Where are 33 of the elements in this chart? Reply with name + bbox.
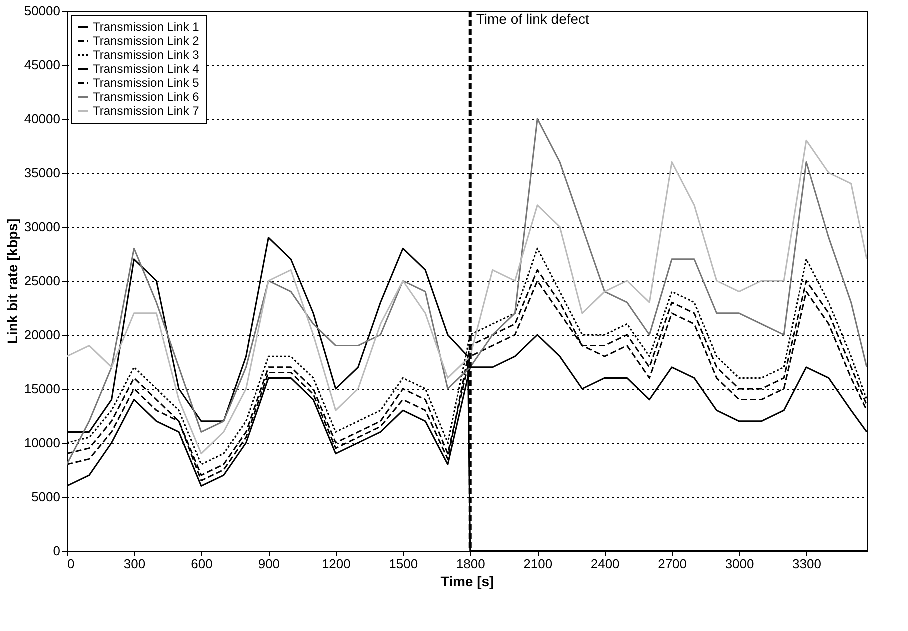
x-tick-label: 3300 <box>792 556 822 572</box>
x-tick-label: 1200 <box>322 556 351 572</box>
legend-label: Transmission Link 1 <box>93 20 200 34</box>
legend-label: Transmission Link 2 <box>93 34 200 48</box>
y-tick-label: 50000 <box>24 4 60 18</box>
legend-label: Transmission Link 4 <box>93 62 200 76</box>
y-tick-label: 5000 <box>32 490 60 504</box>
x-tick-label: 2700 <box>658 556 688 572</box>
y-tick-label: 40000 <box>24 112 60 126</box>
legend-label: Transmission Link 3 <box>93 48 200 62</box>
x-tick-label: 2400 <box>590 556 620 572</box>
legend-label: Transmission Link 5 <box>93 76 200 90</box>
y-tick-label: 20000 <box>24 328 60 342</box>
x-tick-label: 1800 <box>456 556 486 572</box>
y-tick-label: 15000 <box>24 382 60 396</box>
legend-label: Transmission Link 7 <box>93 104 200 118</box>
x-tick-label: 2100 <box>524 556 553 572</box>
ref-line-label: Time of link defect <box>476 11 590 27</box>
x-tick-label: 0 <box>68 556 75 572</box>
x-tick-label: 3000 <box>725 556 754 572</box>
x-axis-title: Time [s] <box>440 574 494 590</box>
x-tick-label: 1500 <box>389 556 418 572</box>
x-tick-label: 300 <box>124 556 146 572</box>
y-tick-label: 45000 <box>24 58 60 72</box>
y-tick-label: 0 <box>53 544 60 558</box>
legend-label: Transmission Link 6 <box>93 90 200 104</box>
y-axis-title: Link bit rate [kbps] <box>4 218 20 344</box>
y-tick-label: 25000 <box>24 274 60 288</box>
y-tick-label: 30000 <box>24 220 60 234</box>
x-tick-label: 600 <box>191 556 213 572</box>
y-tick-label: 10000 <box>24 436 60 450</box>
x-tick-label: 900 <box>258 556 280 572</box>
y-tick-label: 35000 <box>24 166 60 180</box>
